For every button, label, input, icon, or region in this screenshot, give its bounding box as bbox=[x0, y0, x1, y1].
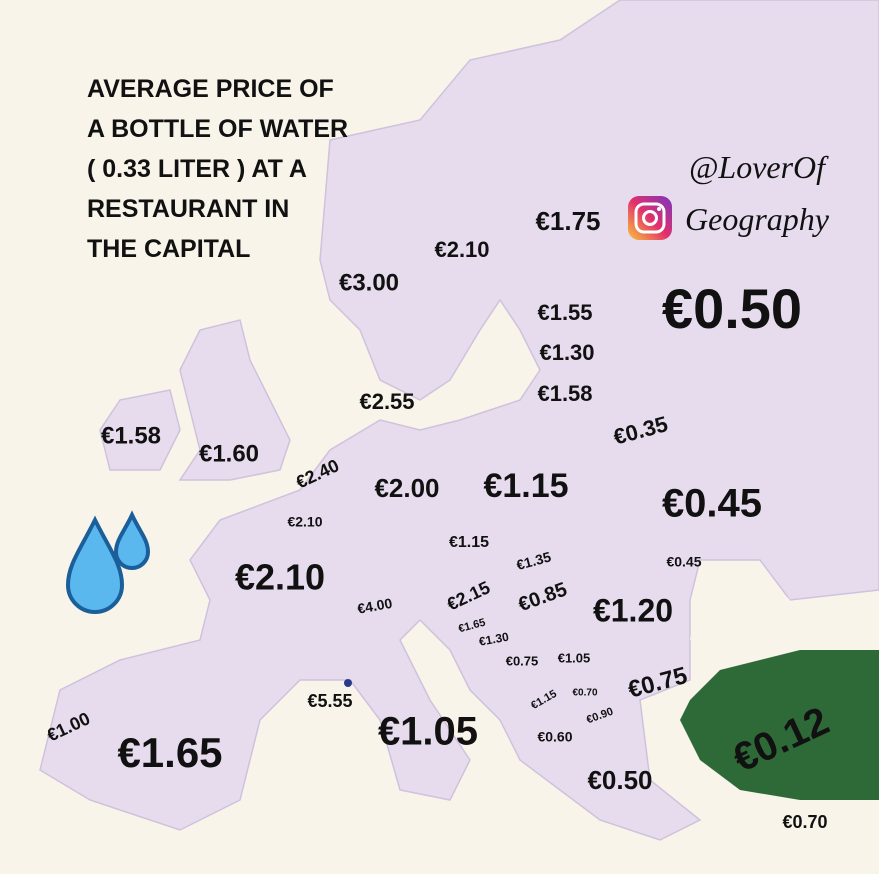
price-label: €1.20 bbox=[593, 592, 673, 628]
price-label: €0.45 bbox=[666, 554, 701, 570]
price-label: €2.10 bbox=[287, 514, 322, 530]
price-label: €1.65 bbox=[117, 729, 222, 776]
price-label: €1.30 bbox=[539, 340, 594, 365]
instagram-icon bbox=[642, 210, 658, 226]
price-label: €1.55 bbox=[537, 300, 592, 325]
price-label: €2.00 bbox=[374, 473, 439, 503]
price-label: €0.70 bbox=[782, 812, 827, 832]
instagram-icon bbox=[657, 207, 661, 211]
price-label: €0.50 bbox=[662, 277, 802, 340]
price-label: €1.30 bbox=[478, 630, 510, 649]
turkey bbox=[680, 650, 879, 800]
title-line: THE CAPITAL bbox=[87, 235, 250, 263]
title-line: RESTAURANT IN bbox=[87, 195, 289, 223]
price-label: €0.75 bbox=[506, 653, 539, 668]
price-label: €2.55 bbox=[359, 389, 414, 414]
price-label: €1.58 bbox=[537, 381, 592, 406]
price-label: €1.58 bbox=[101, 422, 161, 449]
price-label: €4.00 bbox=[356, 595, 393, 617]
price-label: €0.60 bbox=[537, 729, 572, 745]
britain bbox=[178, 319, 291, 481]
capital-dot bbox=[344, 679, 352, 687]
drop-icon bbox=[113, 510, 151, 570]
price-label: €2.10 bbox=[434, 237, 489, 262]
handle: Geography bbox=[685, 201, 830, 237]
black-sea bbox=[690, 570, 790, 660]
price-label: €1.15 bbox=[449, 534, 489, 551]
title-line: AVERAGE PRICE OF bbox=[87, 75, 334, 103]
price-label: €1.60 bbox=[199, 440, 259, 467]
price-label: €3.00 bbox=[339, 269, 399, 296]
drop-icon bbox=[65, 515, 125, 614]
price-label: €0.70 bbox=[572, 688, 597, 699]
price-label: €0.45 bbox=[662, 482, 762, 526]
title-line: A BOTTLE OF WATER bbox=[87, 115, 348, 143]
handle: @LoverOf bbox=[689, 149, 829, 185]
title-line: ( 0.33 LITER ) AT A bbox=[87, 155, 307, 183]
ireland bbox=[99, 389, 181, 471]
price-label: €5.55 bbox=[307, 691, 352, 711]
price-label: €2.10 bbox=[235, 557, 325, 598]
price-label: €1.75 bbox=[535, 206, 600, 236]
price-label: €1.05 bbox=[558, 650, 591, 665]
price-label: €1.15 bbox=[483, 467, 568, 505]
price-label: €1.05 bbox=[378, 710, 478, 754]
price-label: €0.50 bbox=[587, 765, 652, 795]
instagram-icon bbox=[634, 202, 666, 234]
